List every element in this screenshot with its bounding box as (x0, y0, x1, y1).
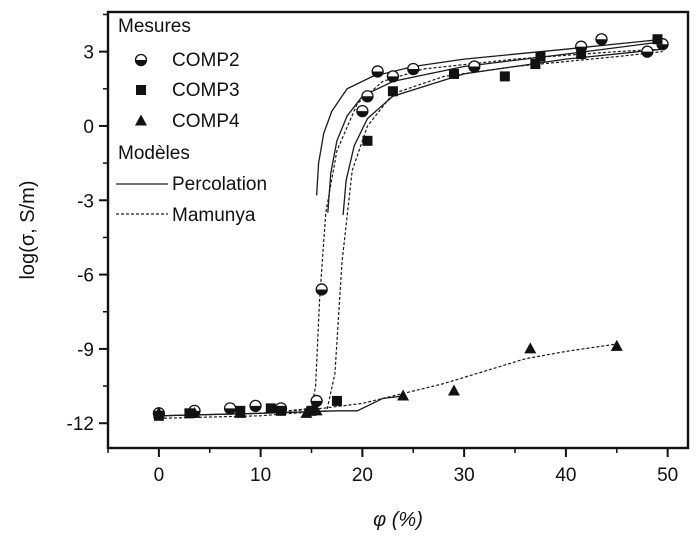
x-tick-label: 30 (454, 465, 475, 486)
legend-symbol-comp2-fill (135, 60, 147, 66)
point-comp2-fill (224, 408, 236, 414)
legend-symbol-comp4 (135, 114, 147, 126)
point-comp4 (447, 384, 460, 396)
legend: Mesures COMP2 COMP3 COMP4 Modèles Percol… (116, 16, 267, 226)
x-tick-label: 10 (250, 465, 271, 486)
point-comp3 (652, 34, 663, 45)
legend-marker-comp3 (136, 85, 146, 95)
y-tick-label: 3 (83, 43, 94, 64)
point-comp3 (535, 51, 546, 62)
model-curve-mamunya (158, 343, 617, 417)
point-comp4 (610, 339, 623, 351)
legend-label-comp3: COMP3 (172, 80, 240, 101)
point-comp2 (361, 90, 374, 103)
legend-label-comp2: COMP2 (172, 50, 240, 71)
data-points (152, 33, 669, 421)
point-comp3 (530, 59, 541, 70)
y-tick-label: -9 (77, 340, 94, 361)
model-curve-mamunya (158, 51, 663, 419)
point-comp2-fill (361, 96, 373, 102)
point-comp2-fill (356, 111, 368, 117)
legend-entry-comp3: COMP3 (136, 80, 240, 101)
point-comp3 (362, 135, 373, 146)
x-tick-label: 50 (657, 465, 678, 486)
point-comp2 (249, 399, 262, 413)
point-comp2-fill (387, 76, 399, 82)
legend-label-mamunya: Mamunya (172, 205, 256, 226)
legend-models-title: Modèles (118, 143, 190, 164)
point-comp2-fill (468, 66, 480, 72)
y-axis-label: log(σ, S/m) (17, 180, 39, 279)
legend-label-percolation: Percolation (172, 174, 267, 195)
point-comp4 (397, 389, 410, 401)
point-comp2 (371, 65, 384, 78)
point-comp3 (306, 405, 317, 416)
legend-measures-title: Mesures (118, 16, 191, 37)
legend-label-comp4: COMP4 (172, 111, 240, 132)
point-comp2 (407, 62, 420, 76)
y-tick-label: -6 (77, 266, 94, 287)
point-comp2 (468, 60, 481, 73)
point-comp4 (300, 406, 313, 418)
point-comp3 (265, 403, 276, 414)
point-comp2-fill (372, 71, 384, 77)
y-tick-label: -12 (67, 414, 94, 435)
x-axis-label: φ (%) (373, 509, 423, 531)
point-comp4 (310, 404, 323, 416)
y-tick-label: 0 (83, 117, 94, 138)
point-comp3 (184, 408, 195, 419)
point-comp4 (188, 406, 201, 418)
legend-symbol-comp3 (136, 85, 146, 95)
point-comp2 (641, 45, 654, 58)
point-comp2-fill (657, 44, 669, 50)
point-comp2 (315, 283, 328, 296)
point-comp2 (595, 33, 608, 46)
point-comp2-fill (641, 51, 653, 58)
point-comp3 (499, 71, 510, 82)
point-comp2-fill (407, 68, 419, 75)
point-comp2-fill (316, 289, 328, 295)
point-comp2-fill (250, 405, 262, 412)
point-comp2 (386, 70, 400, 83)
point-comp2-fill (311, 400, 323, 407)
model-curve-percolation (342, 48, 663, 216)
point-comp2 (356, 104, 369, 118)
y-tick-label: -3 (77, 191, 94, 212)
plot-frame (106, 10, 690, 450)
x-tick-label: 20 (352, 465, 373, 486)
legend-entry-comp2: COMP2 (134, 50, 240, 71)
model-curve-percolation (315, 38, 663, 196)
legend-symbol-comp2 (134, 53, 148, 67)
point-comp2-fill (596, 39, 608, 45)
legend-entry-comp4: COMP4 (135, 111, 240, 132)
point-comp3 (275, 405, 286, 416)
x-tick-label: 40 (555, 465, 576, 486)
axes (106, 10, 690, 450)
point-comp4 (234, 406, 247, 418)
point-comp3 (448, 68, 459, 79)
point-comp4 (152, 406, 165, 418)
point-comp3 (387, 86, 398, 97)
legend-entry-mamunya: Mamunya (116, 205, 256, 226)
legend-entry-percolation: Percolation (116, 174, 267, 195)
point-comp3 (576, 49, 587, 60)
point-comp2 (223, 402, 237, 415)
point-comp4 (524, 342, 537, 354)
legend-marker-comp2 (134, 53, 148, 67)
point-comp3 (331, 395, 342, 406)
legend-marker-comp4 (135, 114, 147, 126)
x-tick-label: 0 (154, 465, 165, 486)
model-curve-mamunya (158, 48, 663, 417)
